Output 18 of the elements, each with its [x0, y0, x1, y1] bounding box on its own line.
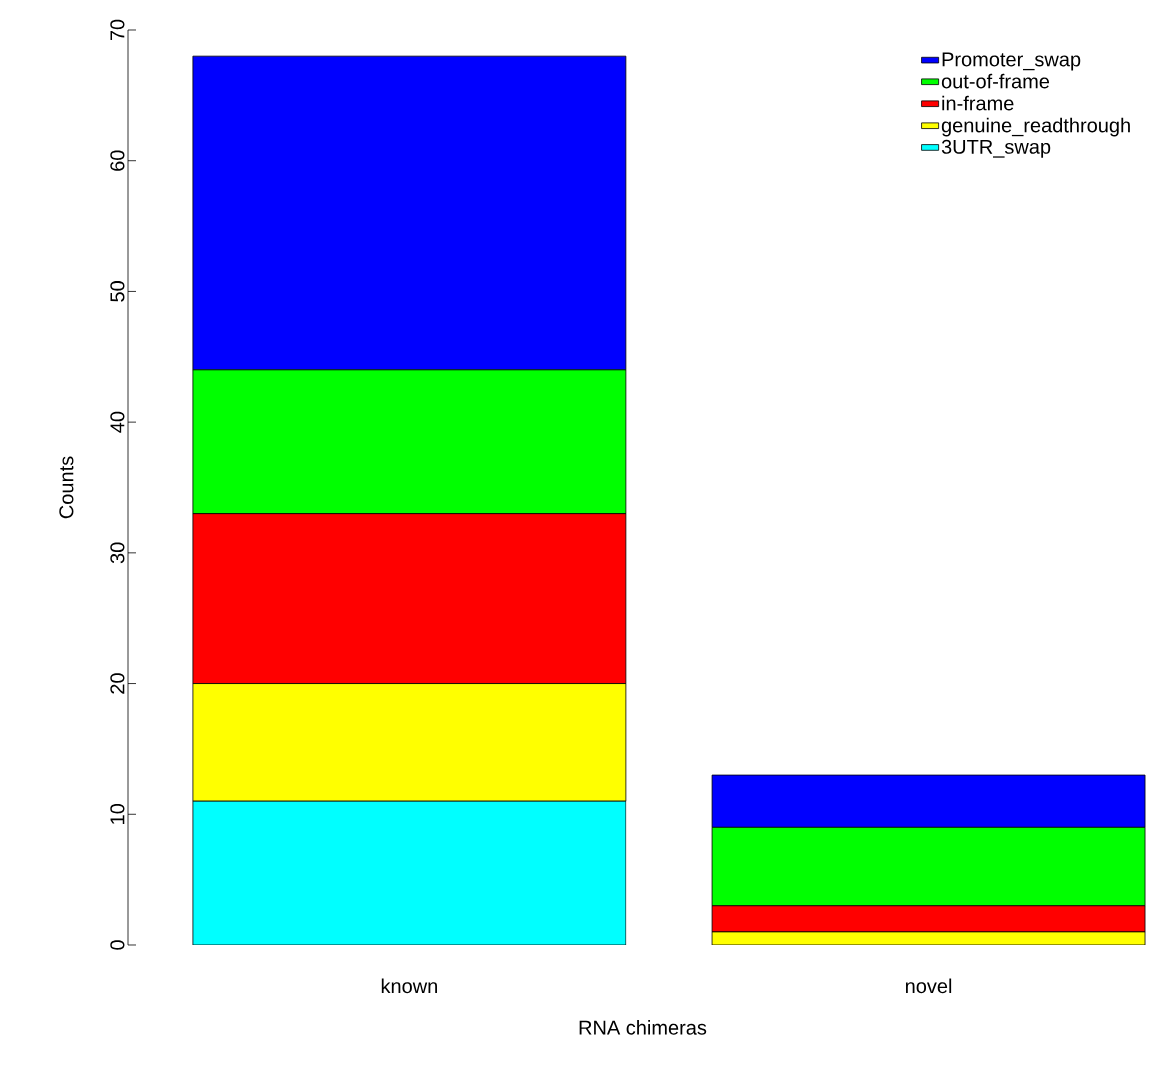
bar [192, 683, 627, 802]
y-tick-label: 20 [110, 673, 125, 694]
y-axis-title: Counts [59, 456, 74, 519]
x-tick-label: novel [905, 978, 952, 994]
x-axis-title: RNA chimeras [579, 1020, 707, 1035]
legend-label: Promoter_swap [942, 52, 1081, 71]
y-tick-label: 50 [110, 281, 125, 302]
y-tick-label: 40 [110, 411, 125, 433]
y-tick-label: 30 [110, 542, 125, 564]
legend-label: 3UTR_swap [941, 139, 1051, 158]
x-tick-label: known [381, 978, 437, 994]
y-tick-label: 70 [110, 19, 125, 41]
y-tick-label: 0 [110, 940, 125, 950]
legend-label: genuine_readthrough [941, 117, 1130, 137]
legend-label: out-of-frame [941, 73, 1050, 89]
y-tick-label: 10 [110, 803, 125, 824]
legend-label: in-frame [942, 95, 1014, 111]
y-tick-label: 60 [110, 150, 125, 171]
